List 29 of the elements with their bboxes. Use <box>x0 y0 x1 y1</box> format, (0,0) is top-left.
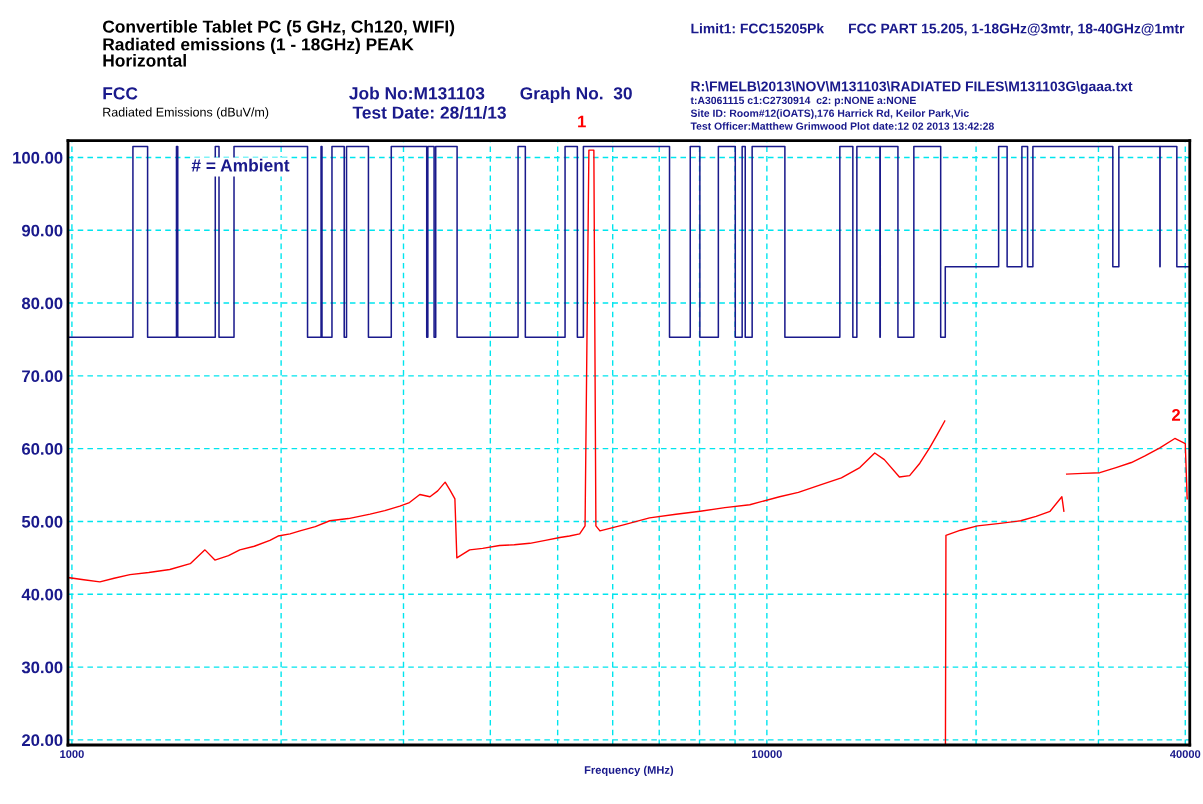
y-tick-label: 70.00 <box>22 370 63 383</box>
text: FCC PART 15.205, 1-18GHz@3mtr, 18-40GHz@1mtr <box>849 23 1185 36</box>
x-tick-label: 10000 <box>752 750 782 759</box>
y-tick-label: 90.00 <box>21 224 63 237</box>
annotation: 2 <box>1172 409 1181 421</box>
y-tick-label: 80.00 <box>21 297 63 310</box>
annotation: 1 <box>578 115 586 128</box>
y-axis-title: Radiated Emissions (dBuV/m) <box>103 107 269 119</box>
x-axis-title: Frequency (MHz) <box>584 765 674 777</box>
text: Test Officer:Matthew Grimwood Plot date:12 02 2013 13:42:28 <box>690 122 994 130</box>
x-tick-label: 1000 <box>60 750 84 759</box>
y-tick-label: 50.00 <box>21 515 63 528</box>
x-tick-label: 40000 <box>1169 750 1201 759</box>
text: Limit1: FCC15205Pk <box>691 23 825 34</box>
y-tick-label: 100.00 <box>13 151 63 164</box>
y-tick-label: 60.00 <box>22 443 63 455</box>
text: Test Date: 28/11/13 <box>352 106 506 119</box>
text: FCC <box>103 87 138 100</box>
chart-subtitle: Radiated emissions (1 - 18GHz) PEAK Horizontal <box>103 37 414 67</box>
y-tick-label: 40.00 <box>21 588 63 601</box>
text: Job No:M131103 <box>349 86 485 100</box>
annotation: # = Ambient <box>191 158 290 172</box>
text: Site ID: Room#12(iOATS),176 Harrick Rd, Keilor Park,Vic <box>690 109 969 119</box>
text: t:A3061115 c1:C2730914 c2: p:NONE a:NONE <box>690 96 916 107</box>
text: Graph No. 30 <box>520 86 632 103</box>
text: R:\FMELB\2013\NOV\M131103\RADIATED FILES\M131103G\gaaa.txt <box>691 81 1133 95</box>
chart-title: Convertible Tablet PC (5 GHz, Ch120, WIFI) <box>102 20 455 37</box>
y-tick-label: 20.00 <box>21 734 63 747</box>
y-tick-label: 30.00 <box>21 661 63 674</box>
